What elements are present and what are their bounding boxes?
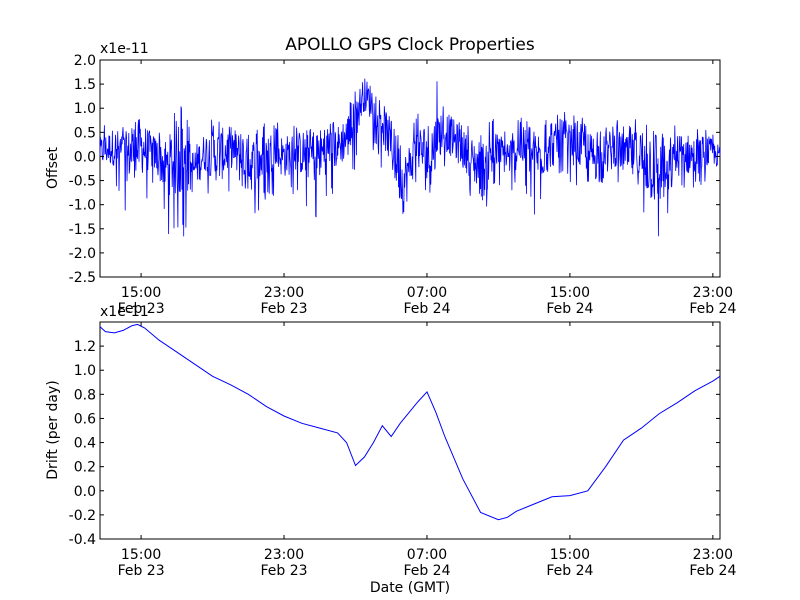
- drift-series-line: [99, 323, 721, 521]
- drift-y-ticks: 1.2 1.0 0.8 0.6 0.4 0.2 0.0 -0.2 -0.4: [69, 339, 720, 548]
- offset-x-tick-time: 15:00: [550, 285, 590, 301]
- offset-y-tick-label: -2.5: [69, 270, 96, 286]
- x-axis-label: Date (GMT): [370, 580, 450, 596]
- offset-panel: 2.0 1.5 1.0 0.5 0.0 -0.5 -1.0 -1.5 -2.0 -2.5 15:0…: [45, 41, 736, 317]
- offset-plot-frame: [99, 59, 721, 278]
- drift-series: [99, 323, 721, 521]
- offset-y-tick-label: -1.0: [69, 198, 96, 214]
- drift-x-tick-time: 07:00: [407, 547, 447, 563]
- offset-y-tick-label: 2.0: [74, 53, 96, 69]
- drift-x-tick-date: Feb 23: [261, 563, 308, 579]
- offset-series-line: [99, 78, 721, 237]
- drift-x-tick-date: Feb 23: [118, 563, 165, 579]
- drift-y-tick-label: 0.0: [74, 484, 96, 500]
- offset-y-tick-label: 0.5: [74, 125, 96, 141]
- offset-y-tick-label: -1.5: [69, 222, 96, 238]
- offset-y-tick-label: -2.0: [69, 246, 96, 262]
- offset-x-tick-date: Feb 24: [689, 301, 736, 317]
- drift-x-tick-time: 23:00: [693, 547, 733, 563]
- drift-y-tick-label: 0.8: [74, 387, 96, 403]
- offset-y-tick-label: 1.0: [74, 101, 96, 117]
- drift-y-tick-label: -0.4: [69, 532, 96, 548]
- offset-x-tick-date: Feb 23: [118, 301, 165, 317]
- offset-x-tick-time: 23:00: [693, 285, 733, 301]
- drift-x-tick-date: Feb 24: [546, 563, 593, 579]
- drift-y-tick-label: -0.2: [69, 508, 96, 524]
- drift-x-tick-time: 15:00: [121, 547, 161, 563]
- offset-y-axis-label: Offset: [45, 146, 61, 189]
- offset-y-tick-label: -0.5: [69, 174, 96, 190]
- drift-y-tick-label: 0.4: [74, 436, 96, 452]
- drift-x-tick-time: 15:00: [550, 547, 590, 563]
- offset-y-ticks: 2.0 1.5 1.0 0.5 0.0 -0.5 -1.0 -1.5 -2.0 -2.5: [69, 53, 720, 286]
- offset-series: [99, 78, 721, 237]
- offset-y-multiplier: x1e-11: [100, 41, 149, 57]
- offset-x-tick-date: Feb 24: [546, 301, 593, 317]
- chart-title: APOLLO GPS Clock Properties: [285, 35, 535, 55]
- offset-y-tick-label: 1.5: [74, 77, 96, 93]
- offset-x-tick-date: Feb 24: [403, 301, 450, 317]
- drift-x-tick-time: 23:00: [264, 547, 304, 563]
- drift-y-tick-label: 0.6: [74, 411, 96, 427]
- drift-x-tick-date: Feb 24: [689, 563, 736, 579]
- drift-y-axis-label: Drift (per day): [45, 380, 61, 479]
- drift-y-tick-label: 1.2: [74, 339, 96, 355]
- offset-x-tick-time: 23:00: [264, 285, 304, 301]
- drift-y-tick-label: 1.0: [74, 363, 96, 379]
- offset-y-tick-label: 0.0: [74, 149, 96, 165]
- drift-y-multiplier: x1e-11: [100, 304, 149, 320]
- offset-x-tick-time: 07:00: [407, 285, 447, 301]
- offset-x-tick-date: Feb 23: [261, 301, 308, 317]
- drift-y-tick-label: 0.2: [74, 460, 96, 476]
- drift-plot-frame: [99, 321, 721, 540]
- offset-x-tick-time: 15:00: [121, 285, 161, 301]
- drift-x-tick-date: Feb 24: [403, 563, 450, 579]
